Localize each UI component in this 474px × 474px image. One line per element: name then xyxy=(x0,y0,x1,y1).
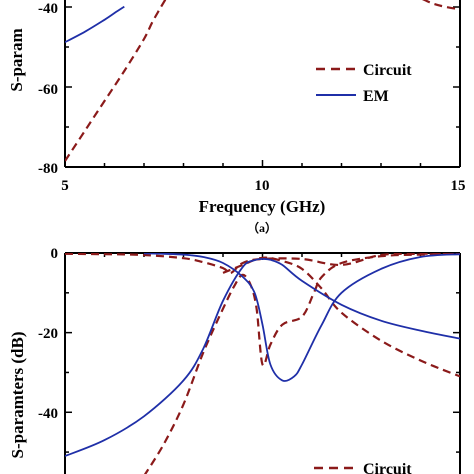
chart-panel-a: -40 -60 -80 5 10 15 Frequency (GHz) S-pa… xyxy=(7,0,466,235)
panel-b-series-circuit-1 xyxy=(143,253,460,474)
legend-label-circuit: Circuit xyxy=(363,461,412,474)
panel-a-x-axis-title: Frequency (GHz) xyxy=(199,197,326,216)
panel-b-ticks xyxy=(64,252,461,453)
panel-a-x-tick-label: 15 xyxy=(451,178,466,194)
panel-b-legend: Circuit xyxy=(314,461,412,474)
legend-label-em: EM xyxy=(363,88,389,105)
panel-a-caption: （a） xyxy=(247,220,277,235)
panel-b-y-tick-label: 0 xyxy=(51,246,59,262)
panel-b-y-tick-label: -40 xyxy=(38,406,58,422)
panel-a-y-tick-label: -80 xyxy=(38,161,58,177)
panel-a-series xyxy=(65,0,460,162)
panel-b-y-axis-title: S-paramters (dB) xyxy=(8,331,27,458)
panel-a-y-tick-label: -40 xyxy=(38,1,58,17)
chart-panel-b: 0 -20 -40 S-paramters (dB) Circuit xyxy=(8,246,461,474)
panel-a-x-tick-label: 5 xyxy=(61,178,69,194)
panel-a-y-tick-label: -60 xyxy=(38,82,58,98)
panel-a-series-circuit-0 xyxy=(65,0,167,162)
panel-a-ticks xyxy=(64,6,461,168)
panel-b-series-circuit-2 xyxy=(222,256,460,378)
panel-a-series-em-1 xyxy=(65,5,125,44)
panel-b-series-em-3 xyxy=(143,253,460,382)
panel-a-y-axis-title: S-param xyxy=(7,28,26,91)
panel-b-series xyxy=(65,253,460,474)
panel-b-series-em-4 xyxy=(65,258,460,457)
panel-a-legend: Circuit EM xyxy=(316,62,412,105)
panel-b-y-tick-label: -20 xyxy=(38,326,58,342)
panel-a-series-circuit-2 xyxy=(422,0,460,11)
legend-label-circuit: Circuit xyxy=(363,62,412,79)
panel-a-x-tick-label: 10 xyxy=(255,178,270,194)
